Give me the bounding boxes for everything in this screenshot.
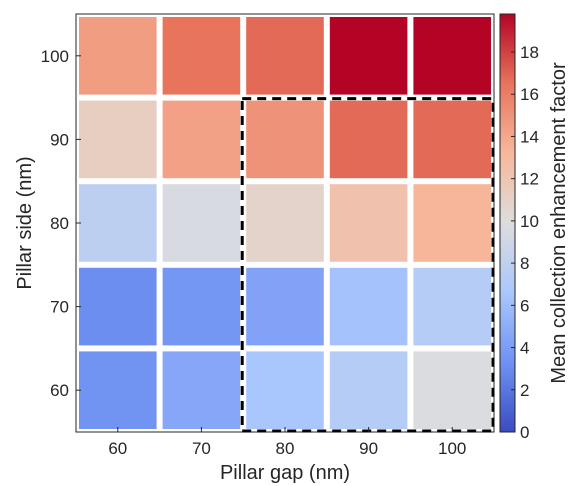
colorbar-tick-label: 6 [520, 296, 529, 315]
heatmap-cell [162, 100, 241, 179]
y-tick-label: 70 [50, 298, 69, 317]
x-tick-label: 60 [108, 439, 127, 458]
heatmap-cell [413, 267, 491, 346]
heatmap-cell [162, 17, 241, 95]
y-tick-label: 60 [50, 381, 69, 400]
heatmap-cells [79, 17, 491, 429]
colorbar-title: Mean collection enhancement factor [548, 62, 570, 384]
colorbar [499, 13, 516, 433]
x-tick-label: 70 [192, 439, 211, 458]
heatmap-cell [162, 267, 241, 346]
heatmap-cell [246, 267, 324, 346]
heatmap-cell [79, 351, 157, 429]
highlight-region [240, 97, 495, 433]
x-axis-ticks: 60 70 80 90 100 [108, 427, 466, 458]
colorbar-tick-label: 4 [520, 339, 529, 358]
heatmap-cell [246, 17, 324, 95]
colorbar-tick-label: 14 [520, 127, 539, 146]
colorbar-tick-label: 0 [520, 423, 529, 442]
colorbar-tick-label: 8 [520, 254, 529, 273]
x-axis-title: Pillar gap (nm) [220, 462, 350, 484]
heatmap-cell [329, 17, 408, 95]
colorbar-tick-label: 2 [520, 381, 529, 400]
colorbar-ticks: 0 2 4 6 8 10 12 14 16 18 [511, 43, 539, 442]
heatmap-cell [329, 184, 408, 262]
y-axis-ticks: 60 70 80 90 100 [41, 47, 81, 400]
colorbar-tick-label: 16 [520, 85, 539, 104]
colorbar-tick-label: 10 [520, 212, 539, 231]
heatmap-cell [413, 351, 491, 429]
heatmap-cell [329, 100, 408, 179]
y-tick-label: 90 [50, 130, 69, 149]
heatmap-cell [246, 184, 324, 262]
x-tick-label: 100 [438, 439, 466, 458]
heatmap-cell [162, 184, 241, 262]
heatmap-cell [329, 267, 408, 346]
colorbar-tick-label: 18 [520, 43, 539, 62]
colorbar-tick-label: 12 [520, 170, 539, 189]
heatmap-cell [413, 17, 491, 95]
heatmap-cell [79, 184, 157, 262]
x-tick-label: 80 [276, 439, 295, 458]
y-axis-title: Pillar side (nm) [14, 156, 36, 289]
heatmap-cell [79, 100, 157, 179]
heatmap-cell [413, 184, 491, 262]
x-tick-label: 90 [359, 439, 378, 458]
y-tick-label: 100 [41, 47, 69, 66]
heatmap-cell [79, 267, 157, 346]
heatmap-cell [246, 351, 324, 429]
heatmap-cell [246, 100, 324, 179]
heatmap-cell [162, 351, 241, 429]
y-tick-label: 80 [50, 214, 69, 233]
heatmap-cell [329, 351, 408, 429]
heatmap-cell [413, 100, 491, 179]
heatmap-cell [79, 17, 157, 95]
